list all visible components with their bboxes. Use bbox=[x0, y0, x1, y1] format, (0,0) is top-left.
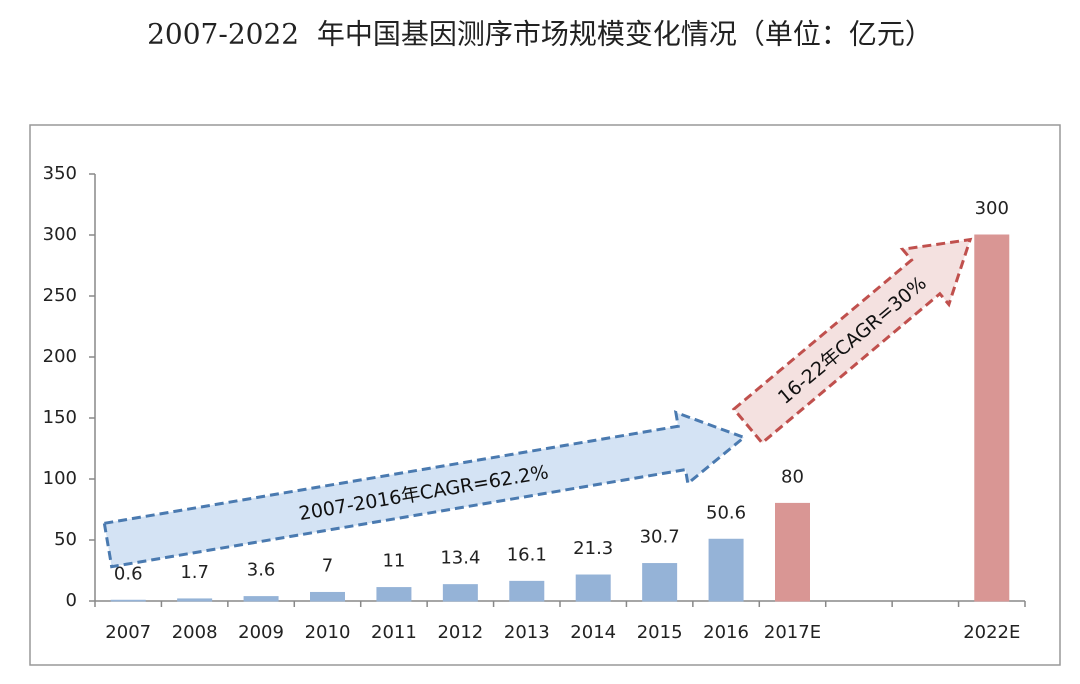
value-label: 50.6 bbox=[706, 502, 746, 523]
value-label: 1.7 bbox=[180, 562, 209, 583]
y-tick-label: 300 bbox=[43, 224, 77, 245]
bar bbox=[775, 502, 810, 602]
value-label: 80 bbox=[781, 466, 804, 487]
bar bbox=[310, 591, 345, 602]
value-label: 21.3 bbox=[573, 538, 613, 559]
bar bbox=[642, 563, 678, 602]
y-tick-label: 350 bbox=[43, 163, 77, 184]
x-tick-label: 2022E bbox=[963, 622, 1020, 643]
x-tick-label: 2009 bbox=[238, 622, 284, 643]
x-tick-label: 2011 bbox=[371, 622, 417, 643]
x-tick-label: 2016 bbox=[703, 622, 749, 643]
value-label: 3.6 bbox=[247, 560, 276, 581]
x-tick-label: 2014 bbox=[570, 622, 616, 643]
x-tick-label: 2013 bbox=[504, 622, 550, 643]
x-tick-label: 2012 bbox=[437, 622, 483, 643]
value-label: 16.1 bbox=[507, 544, 547, 565]
bar bbox=[575, 574, 611, 602]
chart-frame bbox=[29, 124, 1061, 666]
x-tick-label: 2007 bbox=[105, 622, 151, 643]
x-tick-label: 2017E bbox=[764, 622, 821, 643]
bar bbox=[243, 596, 279, 602]
bar bbox=[177, 598, 213, 602]
y-tick-label: 200 bbox=[43, 346, 77, 367]
bar bbox=[442, 584, 478, 602]
x-tick-label: 2008 bbox=[172, 622, 218, 643]
arrow-shape bbox=[731, 237, 973, 445]
bar bbox=[110, 599, 146, 602]
bar bbox=[974, 234, 1010, 602]
bar bbox=[708, 538, 744, 602]
value-label: 300 bbox=[975, 198, 1009, 219]
value-label: 7 bbox=[322, 555, 333, 576]
value-label: 30.7 bbox=[640, 527, 680, 548]
y-tick-label: 150 bbox=[43, 407, 77, 428]
x-tick-label: 2015 bbox=[637, 622, 683, 643]
y-tick-label: 50 bbox=[54, 529, 77, 550]
bar bbox=[376, 587, 412, 602]
y-tick-label: 0 bbox=[66, 590, 77, 611]
value-label: 13.4 bbox=[440, 548, 480, 569]
y-tick-label: 250 bbox=[43, 285, 77, 306]
value-label: 0.6 bbox=[114, 563, 143, 584]
y-tick-label: 100 bbox=[43, 468, 77, 489]
arrow-shape bbox=[102, 410, 747, 569]
x-tick-label: 2010 bbox=[305, 622, 351, 643]
value-label: 11 bbox=[382, 551, 405, 572]
chart-title: 2007-2022 年中国基因测序市场规模变化情况（单位：亿元） bbox=[147, 18, 933, 51]
bar bbox=[509, 580, 545, 602]
